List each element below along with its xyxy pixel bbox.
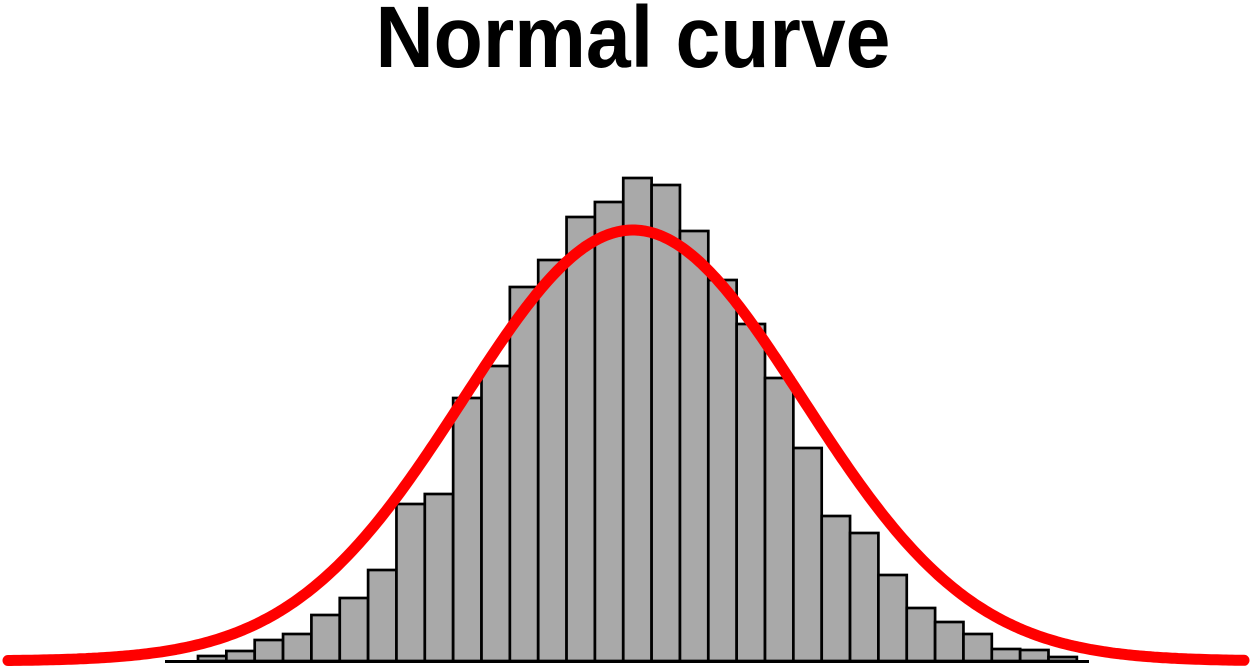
histogram-bar bbox=[621, 176, 653, 663]
histogram-bar bbox=[225, 649, 257, 663]
histogram-bar bbox=[905, 606, 937, 663]
histogram-bar bbox=[933, 620, 965, 663]
histogram-bar bbox=[962, 632, 994, 663]
histogram-bar bbox=[423, 492, 455, 663]
histogram-bar bbox=[366, 568, 398, 663]
histogram-bar bbox=[593, 200, 625, 663]
histogram-bar bbox=[508, 285, 540, 663]
histogram-bar bbox=[451, 396, 483, 663]
histogram-bar bbox=[678, 229, 710, 663]
histogram-bar bbox=[536, 258, 568, 663]
chart-title: Normal curve bbox=[376, 0, 891, 86]
histogram-bar bbox=[820, 514, 852, 663]
histogram-bar bbox=[791, 446, 824, 663]
histogram-bar bbox=[338, 596, 370, 663]
histogram-bar bbox=[735, 322, 767, 663]
histogram-bar bbox=[763, 376, 795, 663]
histogram-bar bbox=[650, 183, 682, 663]
histogram-bar bbox=[848, 531, 880, 663]
histogram-bar bbox=[480, 364, 512, 663]
histogram-bar bbox=[706, 278, 738, 663]
bars-group bbox=[196, 176, 1079, 663]
histogram-bar bbox=[281, 632, 313, 663]
histogram-bar bbox=[1018, 648, 1050, 663]
histogram-bar bbox=[395, 502, 427, 663]
histogram-bar bbox=[565, 215, 597, 663]
histogram-bar bbox=[990, 647, 1022, 663]
histogram-bar bbox=[877, 573, 909, 663]
histogram-bar bbox=[310, 613, 342, 663]
histogram-bar bbox=[253, 638, 285, 663]
normal-curve-line bbox=[2, 224, 1250, 666]
